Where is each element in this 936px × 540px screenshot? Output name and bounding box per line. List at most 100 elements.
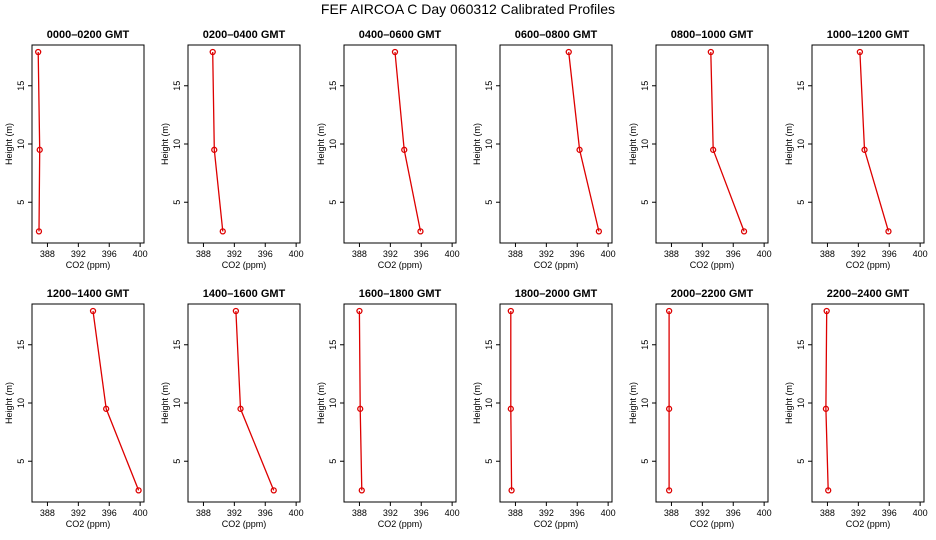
x-axis-label: CO2 (ppm) <box>66 519 111 529</box>
data-point <box>209 48 216 56</box>
x-tick-label: 388 <box>196 508 211 518</box>
data-point <box>885 228 892 235</box>
x-tick-label: 400 <box>757 249 772 259</box>
panel: 1400–1600 GMT 388 392 396 400 5 10 15 CO2 (ppm) H… <box>160 288 304 529</box>
x-tick-label: 400 <box>913 508 928 518</box>
x-axis-label: CO2 (ppm) <box>222 519 267 529</box>
y-tick-label: 10 <box>16 139 26 149</box>
data-point <box>35 228 43 235</box>
y-axis-label: Height (m) <box>784 382 794 424</box>
y-axis-label: Height (m) <box>316 123 326 165</box>
plot-frame <box>499 303 613 503</box>
x-tick-label: 396 <box>726 249 741 259</box>
y-tick-label: 10 <box>484 139 494 149</box>
profile-line <box>710 51 745 232</box>
x-tick-label: 400 <box>913 249 928 259</box>
x-tick-label: 392 <box>227 249 242 259</box>
panel-title: 0400–0600 GMT <box>359 29 442 41</box>
x-tick-label: 396 <box>570 508 585 518</box>
y-tick-label: 5 <box>16 459 26 464</box>
x-tick-label: 396 <box>258 249 273 259</box>
data-point <box>565 48 572 56</box>
data-point <box>270 487 277 494</box>
x-tick-label: 388 <box>40 249 55 259</box>
x-tick-label: 396 <box>882 508 897 518</box>
x-tick-label: 392 <box>851 508 866 518</box>
y-axis-label: Height (m) <box>4 382 14 424</box>
x-tick-label: 392 <box>383 508 398 518</box>
x-axis-label: CO2 (ppm) <box>846 260 891 270</box>
data-point <box>211 146 218 153</box>
x-tick-label: 388 <box>40 508 55 518</box>
x-tick-label: 388 <box>508 249 523 259</box>
y-tick-label: 10 <box>640 139 650 149</box>
profile-line <box>235 310 275 491</box>
data-point <box>576 146 583 153</box>
x-axis-label: CO2 (ppm) <box>690 519 735 529</box>
x-tick-label: 400 <box>445 249 460 259</box>
x-axis-label: CO2 (ppm) <box>66 260 111 270</box>
x-tick-label: 396 <box>258 508 273 518</box>
y-axis-label: Height (m) <box>784 123 794 165</box>
y-axis-label: Height (m) <box>160 123 170 165</box>
panel-title: 0000–0200 GMT <box>47 29 130 41</box>
y-tick-label: 5 <box>328 200 338 205</box>
data-point <box>508 487 515 494</box>
y-tick-label: 15 <box>16 340 26 350</box>
panel: 1800–2000 GMT 388 392 396 400 5 10 15 CO2 (ppm) H… <box>472 288 616 529</box>
data-point <box>710 146 717 153</box>
y-tick-label: 5 <box>172 459 182 464</box>
y-axis-label: Height (m) <box>472 382 482 424</box>
x-tick-label: 400 <box>601 508 616 518</box>
y-tick-label: 15 <box>328 81 338 91</box>
y-tick-label: 5 <box>796 200 806 205</box>
y-tick-label: 15 <box>172 340 182 350</box>
profile-line <box>859 51 890 232</box>
panel: 0600–0800 GMT 388 392 396 400 5 10 15 CO2 (ppm) H… <box>472 29 616 270</box>
panel-title: 0600–0800 GMT <box>515 29 598 41</box>
plot-frame <box>187 303 301 503</box>
x-tick-label: 392 <box>539 508 554 518</box>
data-point <box>665 307 673 315</box>
data-point <box>391 48 399 56</box>
x-tick-label: 400 <box>757 508 772 518</box>
x-tick-label: 392 <box>851 249 866 259</box>
plot-frame <box>31 44 145 244</box>
data-point <box>89 307 97 315</box>
panel: 0000–0200 GMT 388 392 396 400 5 10 15 CO2 (ppm) H… <box>4 29 148 270</box>
x-tick-label: 396 <box>102 249 117 259</box>
panel: 0800–1000 GMT 388 392 396 400 5 10 15 CO2 (ppm) H… <box>628 29 772 270</box>
data-point <box>237 405 244 412</box>
y-tick-label: 15 <box>172 81 182 91</box>
y-tick-label: 5 <box>796 459 806 464</box>
x-tick-label: 388 <box>196 249 211 259</box>
x-tick-label: 400 <box>133 508 148 518</box>
data-point <box>219 228 226 235</box>
panel: 1000–1200 GMT 388 392 396 400 5 10 15 CO2 (ppm) H… <box>784 29 928 270</box>
panel-title: 1400–1600 GMT <box>203 288 286 300</box>
panel: 2200–2400 GMT 388 392 396 400 5 10 15 CO2 (ppm) H… <box>784 288 928 529</box>
x-tick-label: 392 <box>71 508 86 518</box>
x-tick-label: 396 <box>726 508 741 518</box>
data-point <box>356 307 363 315</box>
x-tick-label: 396 <box>414 249 429 259</box>
x-tick-label: 396 <box>414 508 429 518</box>
y-tick-label: 5 <box>640 459 650 464</box>
y-tick-label: 15 <box>640 81 650 91</box>
data-point <box>103 405 110 412</box>
data-point <box>595 228 603 235</box>
y-tick-label: 15 <box>16 81 26 91</box>
x-tick-label: 388 <box>352 249 367 259</box>
panel-title: 1600–1800 GMT <box>359 288 442 300</box>
y-axis-label: Height (m) <box>628 123 638 165</box>
x-tick-label: 388 <box>664 508 679 518</box>
y-tick-label: 5 <box>172 200 182 205</box>
profile-line <box>568 51 600 232</box>
plot-frame <box>31 303 145 503</box>
data-point <box>417 228 424 235</box>
panel-title: 0200–0400 GMT <box>203 29 286 41</box>
data-point <box>232 307 240 315</box>
y-tick-label: 15 <box>328 340 338 350</box>
panel: 0200–0400 GMT 388 392 396 400 5 10 15 CO2 (ppm) H… <box>160 29 304 270</box>
